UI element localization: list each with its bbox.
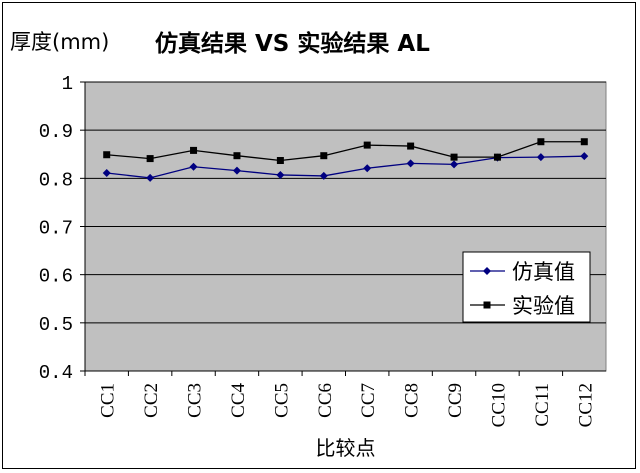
- legend-marker: [483, 301, 491, 309]
- y-tick-label: 0.4: [39, 362, 73, 384]
- data-point: [450, 153, 458, 161]
- chart-title: 仿真结果 VS 实验结果 AL: [155, 31, 430, 57]
- legend-label: 仿真值: [512, 260, 575, 284]
- data-point: [233, 152, 241, 160]
- data-point: [580, 152, 589, 161]
- y-tick-label: 0.8: [39, 169, 73, 191]
- data-point: [536, 153, 545, 162]
- data-point: [493, 153, 501, 161]
- y-tick-label: 1: [62, 73, 73, 95]
- x-tick-label: CC8: [402, 383, 423, 418]
- x-tick-label: CC3: [185, 383, 206, 418]
- data-point: [320, 152, 328, 160]
- x-tick-label: CC1: [98, 383, 119, 418]
- x-tick-label: CC9: [445, 383, 466, 418]
- data-point: [580, 138, 588, 146]
- x-tick-label: CC2: [141, 383, 162, 418]
- y-tick-label: 0.6: [39, 266, 73, 288]
- data-point: [537, 138, 545, 146]
- x-tick-label: CC7: [358, 383, 379, 418]
- data-point: [146, 155, 154, 163]
- data-point: [103, 151, 111, 159]
- x-tick-label: CC11: [532, 383, 553, 427]
- data-point: [407, 142, 415, 150]
- y-tick-label: 0.7: [39, 218, 73, 240]
- chart-border: [2, 2, 636, 469]
- data-point: [189, 162, 198, 171]
- data-point: [190, 146, 198, 154]
- data-point: [276, 170, 285, 179]
- series-line: [106, 155, 585, 179]
- series-line: [106, 141, 585, 162]
- legend-label: 实验值: [512, 294, 575, 318]
- x-tick-label: CC6: [315, 383, 336, 418]
- y-tick-label: 0.9: [39, 121, 73, 143]
- y-tick-label: 0.5: [39, 314, 73, 336]
- data-point: [319, 171, 328, 180]
- x-axis-label: 比较点: [316, 436, 376, 460]
- y-axis-label: 厚度(mm): [10, 30, 110, 54]
- legend-marker: [483, 267, 491, 275]
- x-tick-label: CC12: [575, 383, 596, 427]
- data-point: [363, 141, 371, 149]
- data-point: [363, 164, 372, 173]
- x-tick-label: CC10: [488, 383, 509, 427]
- x-tick-label: CC4: [228, 383, 249, 418]
- data-point: [232, 166, 241, 175]
- data-point: [146, 173, 155, 182]
- data-point: [102, 169, 111, 178]
- legend: [462, 251, 591, 323]
- data-point: [276, 157, 284, 165]
- data-point: [406, 159, 415, 168]
- x-tick-label: CC5: [271, 383, 292, 418]
- data-point: [450, 160, 459, 169]
